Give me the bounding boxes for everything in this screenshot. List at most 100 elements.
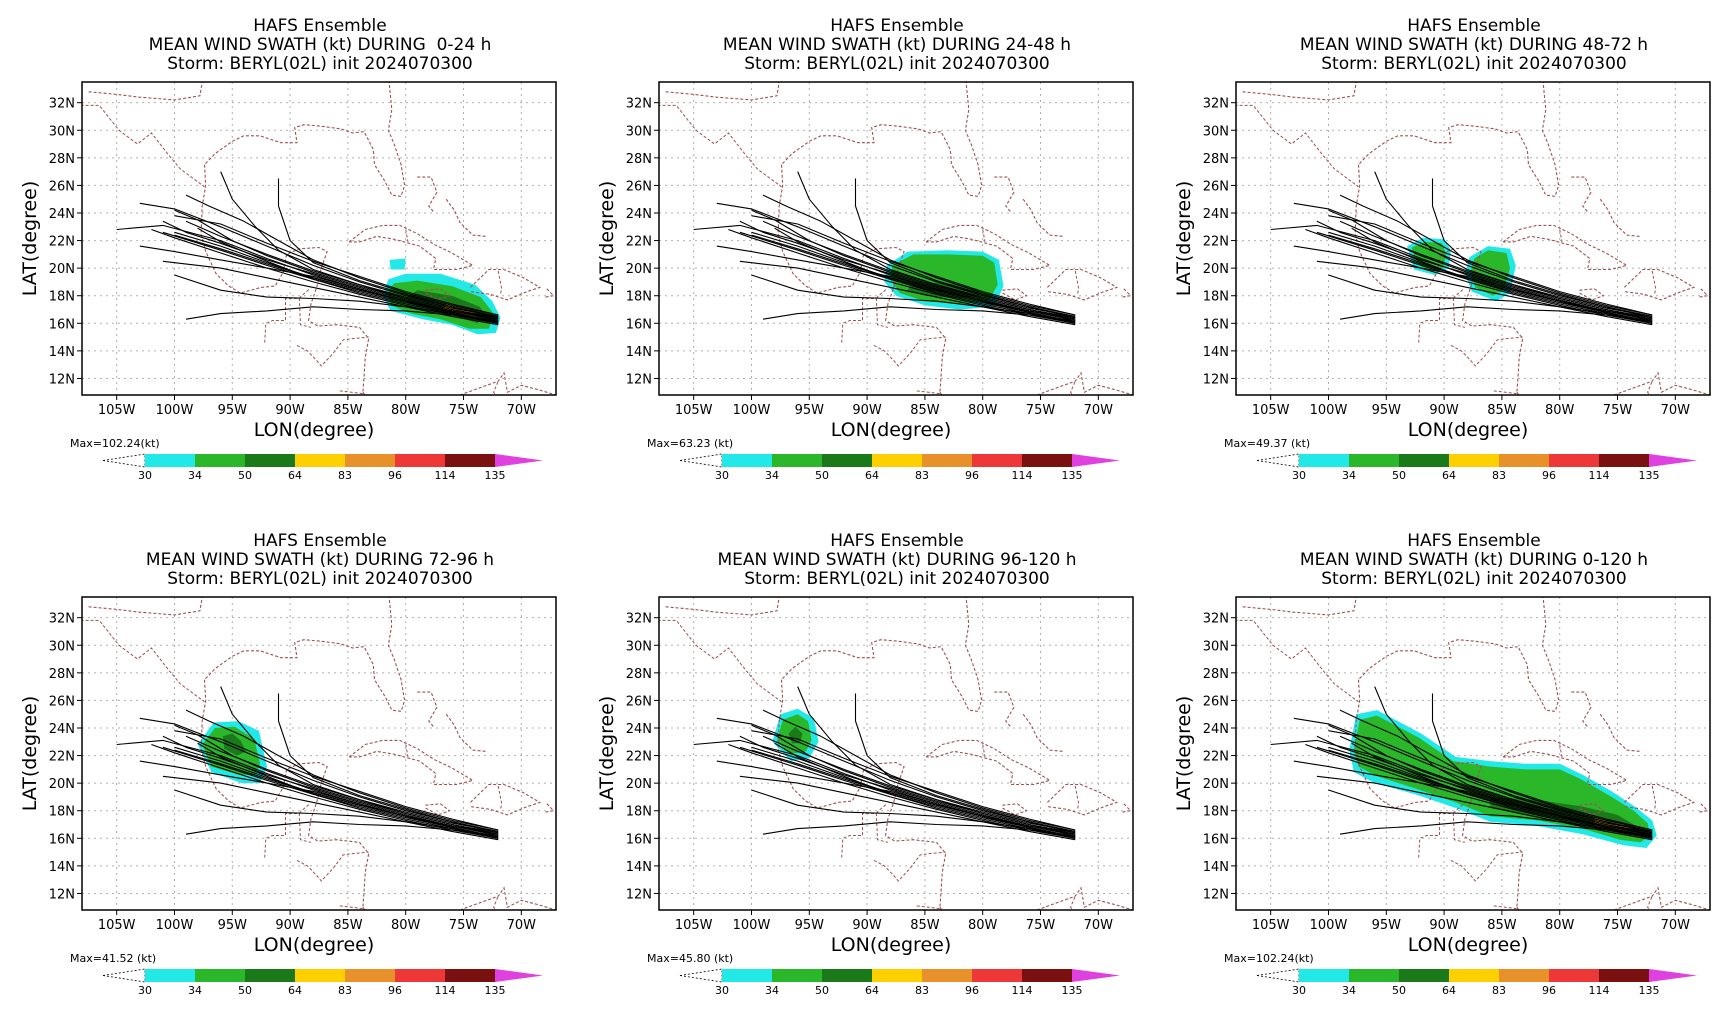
colorbar-level-label: 30 bbox=[1292, 984, 1306, 997]
country-border bbox=[1493, 390, 1517, 395]
ensemble-track bbox=[751, 730, 1076, 831]
wind-swath-panel-48-72h: HAFS Ensemble MEAN WIND SWATH (kt) DURIN… bbox=[1154, 0, 1731, 515]
colorbar-level-label: 83 bbox=[915, 984, 929, 997]
panel-title-line-1: HAFS Ensemble bbox=[1407, 531, 1541, 551]
country-border bbox=[841, 298, 889, 343]
country-border bbox=[497, 270, 503, 295]
colorbar-bin bbox=[1599, 969, 1649, 982]
plot-area bbox=[1236, 597, 1710, 910]
country-border bbox=[916, 905, 940, 910]
ensemble-track bbox=[797, 171, 1076, 320]
ensemble-track bbox=[1293, 245, 1653, 320]
ensemble-track bbox=[220, 686, 499, 835]
panel-title-line-3: Storm: BERYL(02L) init 2024070300 bbox=[167, 54, 473, 74]
colorbar-bin bbox=[1399, 454, 1449, 467]
coastline bbox=[777, 679, 947, 908]
coastline bbox=[1699, 288, 1709, 298]
y-tick-label: 20N bbox=[49, 777, 75, 792]
coastline bbox=[1599, 713, 1641, 752]
colorbar-bin bbox=[295, 969, 345, 982]
ensemble-track bbox=[1339, 709, 1653, 831]
country-border bbox=[875, 288, 888, 299]
y-tick-label: 12N bbox=[1203, 372, 1229, 387]
x-tick-label: 105W bbox=[1252, 403, 1290, 418]
y-tick-label: 14N bbox=[49, 860, 75, 875]
y-axis-label: LAT(degree) bbox=[596, 181, 618, 297]
colorbar-bin bbox=[972, 969, 1022, 982]
colorbar-bin bbox=[395, 969, 445, 982]
colorbar-over-triangle bbox=[1072, 454, 1120, 467]
y-tick-label: 22N bbox=[49, 235, 75, 250]
colorbar-bin bbox=[345, 454, 395, 467]
country-border bbox=[298, 803, 311, 814]
colorbar: 30 34 50 64 83 96 114 135 bbox=[102, 968, 543, 997]
x-axis-label: LON(degree) bbox=[254, 934, 375, 956]
coastline bbox=[425, 803, 451, 816]
y-tick-label: 32N bbox=[49, 612, 75, 627]
colorbar-level-label: 34 bbox=[765, 984, 779, 997]
ensemble-track bbox=[174, 215, 499, 316]
y-tick-label: 28N bbox=[626, 667, 652, 682]
y-tick-label: 32N bbox=[626, 612, 652, 627]
y-tick-label: 32N bbox=[1203, 97, 1229, 112]
colorbar-level-label: 30 bbox=[138, 469, 152, 482]
ensemble-track bbox=[762, 735, 1076, 832]
colorbar-level-label: 30 bbox=[715, 984, 729, 997]
colorbar-level-label: 34 bbox=[188, 469, 202, 482]
y-tick-label: 24N bbox=[49, 207, 75, 222]
country-border bbox=[339, 905, 363, 910]
y-axis-label: LAT(degree) bbox=[19, 181, 41, 297]
colorbar-level-label: 114 bbox=[1589, 469, 1610, 482]
x-tick-label: 80W bbox=[391, 403, 421, 418]
colorbar-level-label: 135 bbox=[1062, 469, 1083, 482]
country-border bbox=[1493, 905, 1517, 910]
y-axis-label: LAT(degree) bbox=[1173, 696, 1195, 812]
x-tick-label: 85W bbox=[1487, 918, 1517, 933]
colorbar-bin bbox=[1599, 454, 1649, 467]
y-tick-label: 16N bbox=[626, 317, 652, 332]
colorbar-level-label: 96 bbox=[388, 469, 402, 482]
coastline bbox=[781, 82, 983, 198]
x-tick-label: 100W bbox=[733, 918, 771, 933]
ensemble-track bbox=[751, 274, 1076, 323]
coastline bbox=[664, 82, 780, 101]
colorbar-bin bbox=[1549, 969, 1599, 982]
country-border bbox=[405, 744, 409, 757]
plot-frame bbox=[81, 81, 557, 396]
y-tick-label: 26N bbox=[1203, 179, 1229, 194]
y-tick-label: 28N bbox=[49, 152, 75, 167]
ensemble-track bbox=[174, 730, 499, 831]
colorbar-bin bbox=[395, 454, 445, 467]
y-tick-label: 26N bbox=[1203, 694, 1229, 709]
coastline bbox=[994, 176, 1015, 214]
colorbar-bin bbox=[972, 454, 1022, 467]
ensemble-track bbox=[139, 245, 499, 320]
y-tick-label: 30N bbox=[1203, 639, 1229, 654]
y-tick-label: 28N bbox=[49, 667, 75, 682]
country-border bbox=[1070, 381, 1076, 395]
x-tick-label: 95W bbox=[1372, 403, 1402, 418]
panel-title-line-2: MEAN WIND SWATH (kt) DURING 96-120 h bbox=[717, 550, 1077, 570]
y-tick-label: 26N bbox=[49, 694, 75, 709]
country-border bbox=[1070, 896, 1076, 910]
colorbar-bin bbox=[1549, 454, 1599, 467]
ensemble-track bbox=[1328, 789, 1653, 838]
country-border bbox=[1450, 851, 1523, 882]
wind-swath-panel-0-120h: HAFS Ensemble MEAN WIND SWATH (kt) DURIN… bbox=[1154, 515, 1731, 1030]
x-tick-label: 95W bbox=[795, 403, 825, 418]
y-tick-label: 12N bbox=[49, 887, 75, 902]
plot-area bbox=[659, 597, 1133, 910]
x-tick-label: 70W bbox=[507, 918, 537, 933]
ensemble-track bbox=[139, 717, 499, 832]
ensemble-track bbox=[751, 215, 1076, 316]
colorbar-over-triangle bbox=[495, 454, 543, 467]
x-axis-label: LON(degree) bbox=[254, 419, 375, 441]
colorbar-bin bbox=[872, 969, 922, 982]
y-tick-label: 12N bbox=[1203, 887, 1229, 902]
x-axis-label: LON(degree) bbox=[831, 934, 952, 956]
map-plot: 105W 100W 95W 90W 85W 80W 75W 70W 12N 14N 16N 18N 20… bbox=[19, 81, 557, 482]
coastline bbox=[1624, 268, 1696, 301]
ensemble-track bbox=[174, 234, 499, 323]
ensemble-track bbox=[751, 234, 1076, 323]
